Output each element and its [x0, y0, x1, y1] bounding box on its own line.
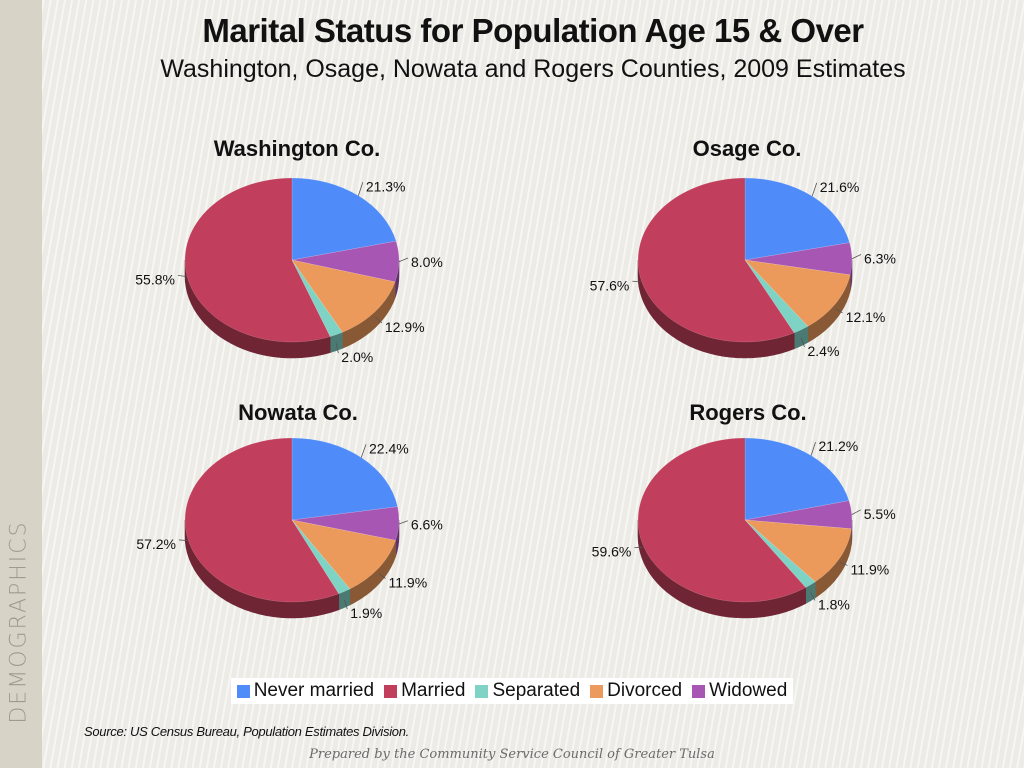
pie-slice-married [184, 177, 331, 343]
pie-slice-widowed [744, 500, 853, 530]
data-label-never-married: 21.6% [820, 179, 860, 195]
pie-slice-divorced [744, 519, 852, 583]
legend-item-never-married: Never married [236, 680, 375, 702]
data-label-never-married: 21.2% [819, 438, 859, 454]
legend-swatch-never-married [236, 684, 250, 698]
leader-line-divorced [835, 308, 843, 314]
leader-line-separated [800, 337, 805, 348]
leader-line-separated [335, 343, 339, 354]
data-label-married: 59.6% [592, 544, 632, 560]
data-label-widowed: 8.0% [411, 254, 443, 270]
pie-slice-widowed [291, 506, 400, 541]
pie-slice-divorced [291, 519, 396, 590]
legend-item-separated: Separated [475, 680, 580, 702]
pie-slice-separated [744, 259, 809, 334]
data-label-married: 57.6% [590, 277, 630, 293]
data-label-married: 55.8% [135, 271, 175, 287]
pie-slice-divorced [291, 259, 396, 333]
leader-line-never-married [357, 182, 364, 196]
leader-line-widowed [398, 257, 409, 263]
legend-swatch-separated [475, 684, 489, 698]
leader-line-widowed [851, 509, 861, 515]
legend-box: Never married Married Separated Divorced… [230, 678, 794, 704]
data-label-separated: 2.0% [341, 349, 373, 365]
data-label-widowed: 6.6% [411, 517, 443, 533]
legend-label-widowed: Widowed [709, 680, 788, 701]
pie-title-osage-co: Osage Co. [693, 136, 802, 161]
page-subtitle: Washington, Osage, Nowata and Rogers Cou… [160, 55, 906, 83]
pie-slice-divorced [744, 259, 851, 327]
leader-line-never-married [360, 444, 367, 458]
pie-slice-married [637, 177, 795, 343]
leader-line-married [179, 539, 188, 541]
legend-label-married: Married [401, 680, 466, 701]
data-label-separated: 2.4% [808, 343, 840, 359]
pie-sides-nowata-co [184, 519, 400, 619]
leader-line-married [634, 546, 643, 549]
leader-line-divorced [839, 561, 848, 566]
pie-title-nowata-co: Nowata Co. [238, 400, 358, 425]
leader-line-separated [810, 592, 816, 601]
source-note: Source: US Census Bureau, Population Est… [84, 724, 409, 739]
data-label-divorced: 12.1% [846, 309, 886, 325]
leader-line-never-married [810, 441, 816, 456]
legend-label-separated: Separated [492, 680, 581, 701]
leader-line-never-married [811, 182, 818, 197]
leader-line-separated [344, 599, 348, 610]
leader-line-divorced [378, 573, 386, 579]
pie-slice-married [637, 437, 807, 603]
footer-credit: Prepared by the Community Service Counci… [309, 747, 715, 762]
pie-nowata-co: Nowata Co. 22.4% 6.6% 11.9% 1.9% 57.2% [136, 400, 442, 621]
pie-slice-separated [291, 519, 351, 595]
data-label-separated: 1.8% [818, 596, 850, 612]
pie-washington-co: Washington Co. 21.3% 8.0% 12.9% 2.0% 55.8% [135, 136, 443, 365]
legend-label-never-married: Never married [253, 680, 375, 701]
pie-slice-separated [744, 519, 816, 588]
data-label-divorced: 12.9% [385, 319, 425, 335]
legend-item-widowed: Widowed [692, 680, 787, 702]
pie-slice-widowed [744, 242, 853, 276]
pie-slice-separated [291, 259, 343, 337]
sidebar-strip: DEMOGRAPHICS [0, 0, 42, 768]
legend-label-divorced: Divorced [607, 680, 683, 701]
data-label-widowed: 6.3% [864, 251, 896, 267]
pie-osage-co: Osage Co. 21.6% 6.3% 12.1% 2.4% 57.6% [590, 136, 896, 359]
data-label-never-married: 22.4% [369, 440, 409, 456]
pie-side-married [637, 519, 806, 619]
legend-swatch-widowed [692, 684, 706, 698]
leader-line-divorced [375, 316, 383, 324]
data-label-widowed: 5.5% [864, 506, 896, 522]
data-label-married: 57.2% [136, 536, 176, 552]
pie-slice-never-married [744, 177, 850, 261]
legend-swatch-married [384, 684, 398, 698]
leader-line-widowed [851, 254, 862, 260]
legend: Never married Married Separated Divorced… [0, 678, 1024, 704]
pie-title-washington-co: Washington Co. [214, 136, 381, 161]
data-label-divorced: 11.9% [851, 561, 890, 577]
leader-line-married [177, 274, 187, 277]
pie-rogers-co: Rogers Co. 21.2% 5.5% 11.9% 1.8% 59.6% [592, 400, 896, 619]
data-label-never-married: 21.3% [366, 178, 406, 194]
legend-item-divorced: Divorced [590, 680, 682, 702]
pie-slice-never-married [744, 437, 850, 521]
legend-swatch-divorced [590, 684, 604, 698]
pie-title-rogers-co: Rogers Co. [689, 400, 806, 425]
pie-slice-married [184, 437, 340, 603]
page-title: Marital Status for Population Age 15 & O… [202, 12, 864, 49]
leader-line-widowed [398, 520, 409, 525]
pie-slice-never-married [291, 177, 397, 261]
data-label-separated: 1.9% [350, 605, 382, 621]
data-label-divorced: 11.9% [388, 575, 427, 591]
legend-item-married: Married [384, 680, 465, 702]
pie-side-married [184, 519, 340, 619]
